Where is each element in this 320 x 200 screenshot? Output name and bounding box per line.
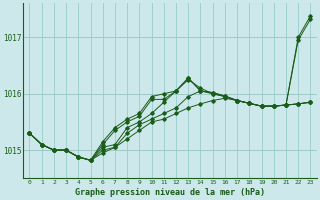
X-axis label: Graphe pression niveau de la mer (hPa): Graphe pression niveau de la mer (hPa) [75, 188, 265, 197]
